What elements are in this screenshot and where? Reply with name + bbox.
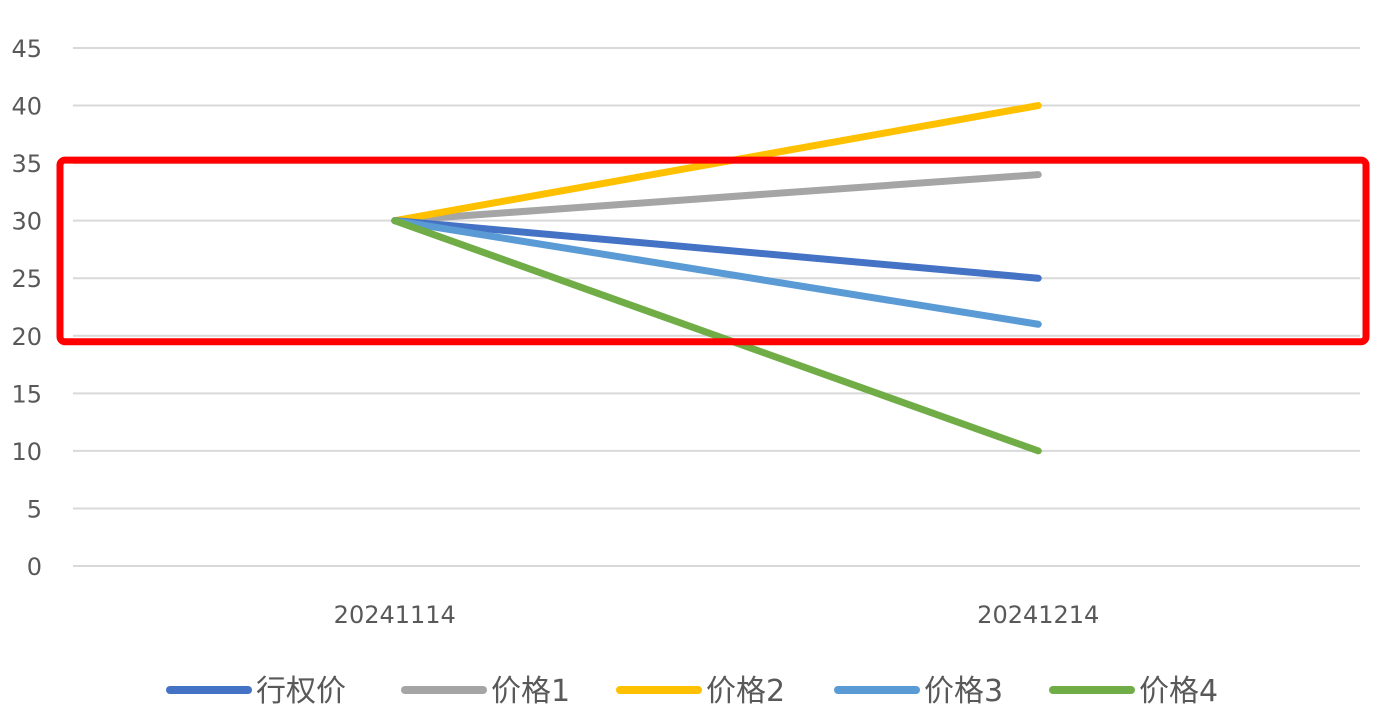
gridlines (73, 47, 1360, 567)
legend-label: 价格4 (1139, 674, 1218, 709)
highlight-rect (56, 156, 1370, 346)
highlight-box (56, 156, 1370, 346)
y-axis: 0 5 10 15 20 25 30 35 40 45 (11, 35, 42, 581)
y-tick-label: 30 (11, 208, 42, 236)
series-line-4 (391, 217, 1042, 455)
y-tick-label: 40 (11, 93, 42, 121)
x-tick-label: 20241214 (977, 601, 1099, 629)
y-tick-label: 45 (11, 35, 42, 63)
legend: 行权价 价格1 价格2 价格3 价格4 (166, 674, 1218, 709)
series-lines (391, 102, 1042, 455)
y-tick-label: 5 (27, 495, 42, 523)
y-tick-label: 0 (27, 553, 42, 581)
legend-label: 价格1 (491, 674, 570, 709)
legend-label: 行权价 (256, 674, 346, 709)
x-tick-label: 20241114 (334, 601, 456, 629)
y-tick-label: 35 (11, 150, 42, 178)
series-line-1 (391, 171, 1042, 225)
legend-label: 价格3 (924, 674, 1003, 709)
series-line-3 (391, 217, 1042, 328)
x-axis: 20241114 20241214 (334, 601, 1100, 629)
y-tick-label: 20 (11, 323, 42, 351)
series-line-0 (391, 217, 1042, 282)
y-tick-label: 15 (11, 380, 42, 408)
y-tick-label: 10 (11, 438, 42, 466)
legend-label: 价格2 (706, 674, 785, 709)
y-tick-label: 25 (11, 265, 42, 293)
